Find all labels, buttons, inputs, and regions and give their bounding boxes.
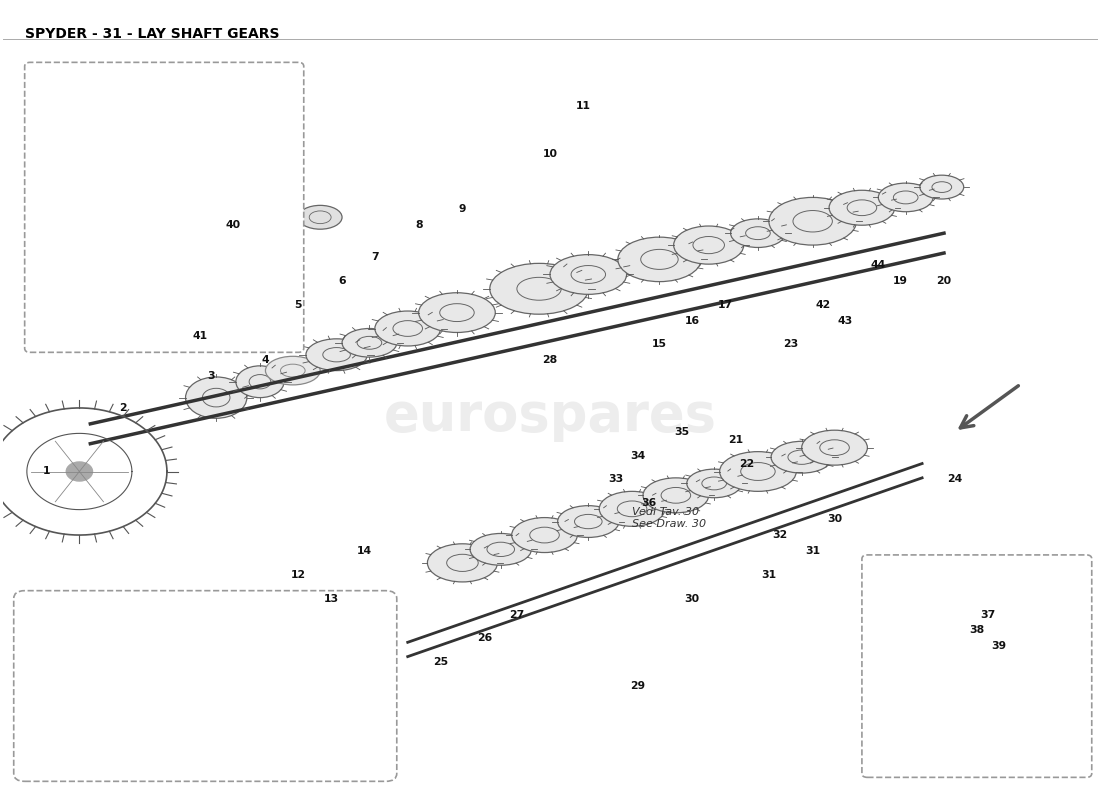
Text: N.B.: i particolari pos. 36 e 39
sono compresi rispettivamente
nelle pos. 28 e 2: N.B.: i particolari pos. 36 e 39 sono co… bbox=[108, 602, 302, 636]
Ellipse shape bbox=[673, 226, 744, 264]
Text: 1: 1 bbox=[43, 466, 51, 477]
Text: 15: 15 bbox=[652, 339, 667, 350]
Text: 3: 3 bbox=[207, 371, 215, 381]
Text: 31: 31 bbox=[761, 570, 777, 580]
Text: 2: 2 bbox=[120, 403, 127, 413]
Text: 28: 28 bbox=[542, 355, 558, 366]
Text: 5: 5 bbox=[295, 300, 302, 310]
Ellipse shape bbox=[265, 356, 320, 385]
Ellipse shape bbox=[419, 293, 495, 333]
Ellipse shape bbox=[911, 644, 999, 704]
Text: 14: 14 bbox=[356, 546, 372, 556]
Text: 38: 38 bbox=[969, 626, 984, 635]
Ellipse shape bbox=[769, 198, 857, 245]
Text: 23: 23 bbox=[783, 339, 799, 350]
Text: 36: 36 bbox=[641, 498, 656, 508]
Text: 31: 31 bbox=[805, 546, 821, 556]
Text: Vale fino al cambio No. 2405
Valid till gearbox Nr. 2405: Vale fino al cambio No. 2405 Valid till … bbox=[896, 724, 1057, 746]
Ellipse shape bbox=[235, 366, 284, 398]
Ellipse shape bbox=[342, 329, 397, 357]
Ellipse shape bbox=[1034, 662, 1074, 686]
Text: 21: 21 bbox=[728, 434, 744, 445]
Text: 16: 16 bbox=[684, 315, 700, 326]
Circle shape bbox=[66, 462, 92, 481]
Text: 17: 17 bbox=[717, 300, 733, 310]
Ellipse shape bbox=[878, 183, 933, 212]
Text: 25: 25 bbox=[433, 657, 448, 667]
Ellipse shape bbox=[375, 311, 441, 346]
Text: 10: 10 bbox=[542, 149, 558, 158]
Text: 11: 11 bbox=[575, 101, 591, 111]
Text: Vedi Tav. 30
See Draw. 30: Vedi Tav. 30 See Draw. 30 bbox=[632, 507, 706, 529]
Text: 30: 30 bbox=[827, 514, 843, 524]
Text: 40: 40 bbox=[226, 220, 240, 230]
Ellipse shape bbox=[719, 452, 796, 491]
Text: eurospares: eurospares bbox=[384, 390, 716, 442]
Text: 44: 44 bbox=[871, 260, 886, 270]
Ellipse shape bbox=[470, 534, 531, 566]
FancyBboxPatch shape bbox=[24, 62, 304, 352]
Text: 41: 41 bbox=[192, 331, 207, 342]
Text: 35: 35 bbox=[674, 426, 689, 437]
Text: 8: 8 bbox=[415, 220, 422, 230]
Text: 20: 20 bbox=[936, 276, 952, 286]
Ellipse shape bbox=[802, 430, 868, 465]
Ellipse shape bbox=[829, 190, 894, 226]
Ellipse shape bbox=[558, 506, 619, 538]
Text: NOTE: parts pos. 36 and 39 are
respectively also included
in parts pos. 28 and 2: NOTE: parts pos. 36 and 39 are respectiv… bbox=[108, 674, 304, 707]
Ellipse shape bbox=[920, 175, 964, 199]
Ellipse shape bbox=[298, 206, 342, 229]
Ellipse shape bbox=[1018, 662, 1057, 686]
Ellipse shape bbox=[644, 478, 708, 513]
FancyBboxPatch shape bbox=[13, 590, 397, 782]
Text: Vale per ... vedi descrizione: Vale per ... vedi descrizione bbox=[52, 269, 195, 279]
Text: 32: 32 bbox=[772, 530, 788, 540]
Text: 26: 26 bbox=[476, 634, 492, 643]
Text: 27: 27 bbox=[509, 610, 525, 619]
Text: SPYDER - 31 - LAY SHAFT GEARS: SPYDER - 31 - LAY SHAFT GEARS bbox=[24, 26, 279, 41]
Ellipse shape bbox=[232, 206, 276, 229]
Ellipse shape bbox=[490, 263, 588, 314]
Ellipse shape bbox=[686, 469, 741, 498]
Ellipse shape bbox=[428, 544, 497, 582]
Text: 24: 24 bbox=[947, 474, 962, 485]
Ellipse shape bbox=[600, 491, 664, 526]
Ellipse shape bbox=[996, 662, 1035, 686]
Ellipse shape bbox=[189, 206, 232, 229]
Text: 29: 29 bbox=[630, 681, 645, 691]
Text: 30: 30 bbox=[684, 594, 700, 604]
Text: 42: 42 bbox=[816, 300, 832, 310]
Ellipse shape bbox=[186, 377, 246, 418]
Ellipse shape bbox=[618, 237, 701, 282]
Ellipse shape bbox=[265, 206, 309, 229]
Text: 9: 9 bbox=[459, 204, 466, 214]
Text: 6: 6 bbox=[338, 276, 345, 286]
Text: 12: 12 bbox=[290, 570, 306, 580]
Text: 4: 4 bbox=[262, 355, 270, 366]
Text: 39: 39 bbox=[991, 642, 1006, 651]
Ellipse shape bbox=[85, 184, 184, 250]
Ellipse shape bbox=[512, 518, 578, 553]
Text: Valid for ... See description: Valid for ... See description bbox=[52, 293, 192, 302]
Ellipse shape bbox=[306, 339, 367, 370]
FancyBboxPatch shape bbox=[862, 555, 1091, 778]
Text: 34: 34 bbox=[630, 450, 646, 461]
Text: 22: 22 bbox=[739, 458, 755, 469]
Ellipse shape bbox=[550, 254, 627, 294]
Text: 33: 33 bbox=[608, 474, 624, 485]
Text: 37: 37 bbox=[980, 610, 996, 619]
Text: 13: 13 bbox=[323, 594, 339, 604]
Text: 7: 7 bbox=[371, 252, 378, 262]
Ellipse shape bbox=[730, 219, 785, 247]
Text: 43: 43 bbox=[838, 315, 854, 326]
Ellipse shape bbox=[771, 442, 833, 473]
Text: 19: 19 bbox=[893, 276, 907, 286]
